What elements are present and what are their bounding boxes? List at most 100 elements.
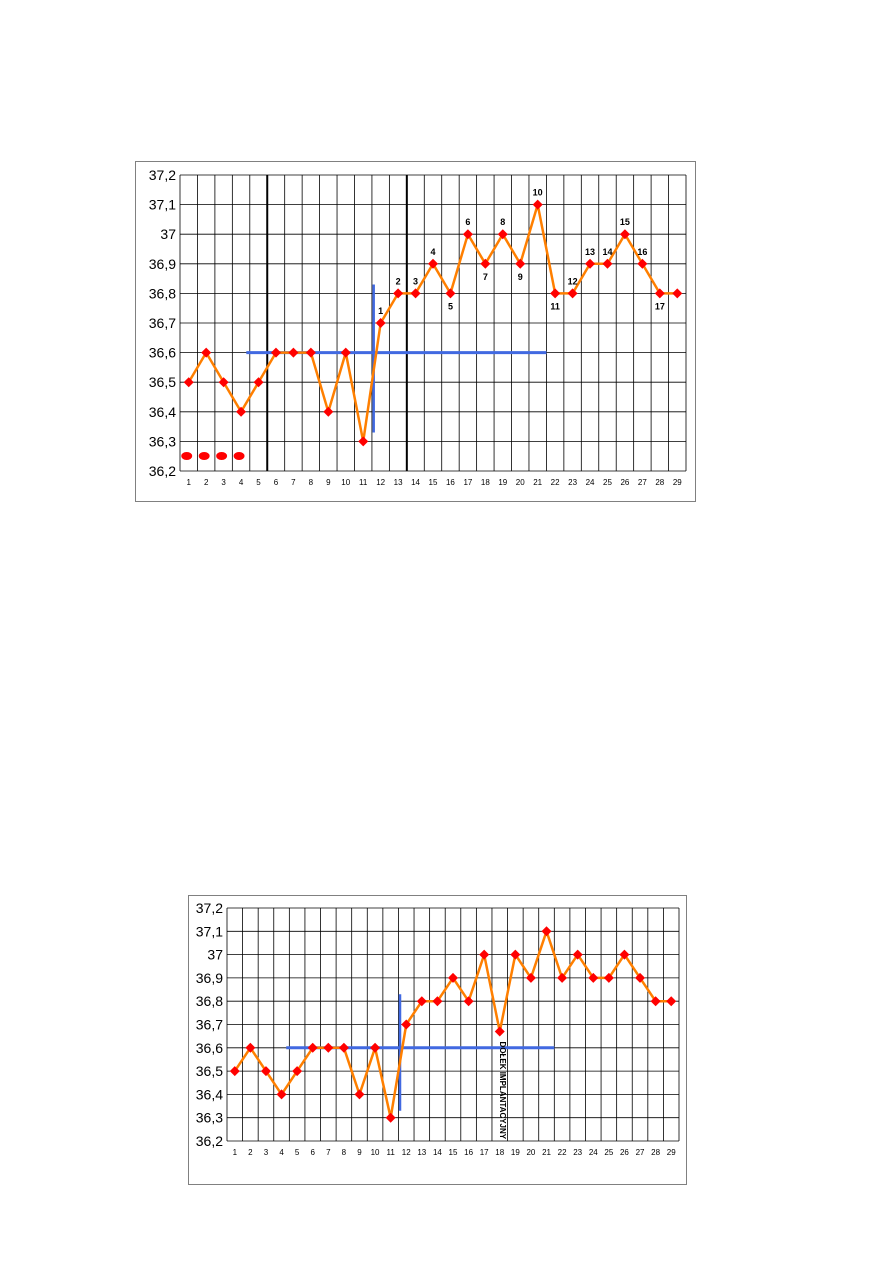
x-tick-label: 17 xyxy=(463,478,472,487)
point-annotation: 3 xyxy=(413,276,418,286)
x-tick-label: 1 xyxy=(186,478,191,487)
data-point xyxy=(385,1112,396,1123)
data-point xyxy=(305,347,316,358)
x-tick-label: 18 xyxy=(495,1148,504,1157)
x-tick-label: 27 xyxy=(636,1148,645,1157)
data-point xyxy=(229,1066,240,1077)
y-tick-label: 37,2 xyxy=(196,900,223,916)
x-tick-label: 4 xyxy=(279,1148,284,1157)
x-tick-label: 3 xyxy=(264,1148,269,1157)
y-tick-label: 36,7 xyxy=(196,1017,223,1033)
y-tick-label: 36,4 xyxy=(149,404,176,420)
data-point xyxy=(588,972,599,983)
x-tick-label: 15 xyxy=(449,1148,458,1157)
x-tick-label: 12 xyxy=(402,1148,411,1157)
data-point xyxy=(672,288,683,299)
point-annotation: 7 xyxy=(483,272,488,282)
x-tick-label: 9 xyxy=(326,478,331,487)
point-annotation: 5 xyxy=(448,301,453,311)
y-tick-label: 36,3 xyxy=(149,433,176,449)
x-tick-label: 18 xyxy=(481,478,490,487)
x-tick-label: 11 xyxy=(386,1148,395,1157)
data-point xyxy=(401,1019,412,1030)
x-tick-label: 22 xyxy=(551,478,560,487)
data-point xyxy=(635,972,646,983)
y-tick-label: 37,1 xyxy=(149,197,176,213)
y-tick-label: 36,8 xyxy=(149,285,176,301)
data-point xyxy=(479,949,490,960)
data-point xyxy=(270,347,281,358)
point-annotation: 2 xyxy=(396,276,401,286)
x-tick-label: 8 xyxy=(309,478,314,487)
x-tick-label: 6 xyxy=(310,1148,315,1157)
data-point xyxy=(201,347,212,358)
x-tick-label: 22 xyxy=(558,1148,567,1157)
x-tick-label: 6 xyxy=(274,478,279,487)
x-tick-label: 27 xyxy=(638,478,647,487)
data-point xyxy=(603,972,614,983)
data-point xyxy=(323,1042,334,1053)
data-point xyxy=(619,229,630,240)
x-tick-label: 20 xyxy=(516,478,525,487)
data-point xyxy=(650,996,661,1007)
y-tick-label: 37 xyxy=(207,947,223,963)
x-tick-label: 25 xyxy=(603,478,612,487)
x-tick-label: 7 xyxy=(291,478,296,487)
y-tick-label: 36,6 xyxy=(149,345,176,361)
data-point xyxy=(637,258,648,269)
y-tick-label: 36,7 xyxy=(149,315,176,331)
x-tick-label: 13 xyxy=(394,478,403,487)
data-point xyxy=(525,972,536,983)
x-tick-label: 7 xyxy=(326,1148,331,1157)
data-point xyxy=(448,972,458,983)
data-point xyxy=(307,1042,318,1053)
data-point xyxy=(375,318,386,328)
point-annotation: 11 xyxy=(550,301,560,311)
bleeding-day-dot xyxy=(233,452,245,460)
bleeding-day-dot xyxy=(198,452,210,460)
data-point xyxy=(619,949,630,960)
data-point xyxy=(585,258,596,269)
data-point xyxy=(567,288,578,299)
data-point xyxy=(236,406,247,417)
x-tick-label: 24 xyxy=(589,1148,598,1157)
y-tick-label: 37,1 xyxy=(196,923,223,939)
data-point xyxy=(666,996,677,1007)
x-tick-label: 5 xyxy=(295,1148,300,1157)
x-tick-label: 2 xyxy=(248,1148,253,1157)
data-point xyxy=(416,996,427,1007)
x-tick-label: 26 xyxy=(620,478,629,487)
data-point xyxy=(463,996,474,1007)
point-annotation: 14 xyxy=(602,247,612,257)
data-point xyxy=(550,288,561,299)
x-tick-label: 10 xyxy=(371,1148,380,1157)
data-point xyxy=(358,436,369,447)
x-tick-label: 25 xyxy=(604,1148,613,1157)
y-tick-label: 36,9 xyxy=(196,970,223,986)
x-tick-label: 28 xyxy=(651,1148,660,1157)
x-tick-label: 19 xyxy=(498,478,507,487)
y-tick-label: 36,5 xyxy=(196,1063,223,1079)
x-tick-label: 29 xyxy=(673,478,682,487)
data-point xyxy=(323,406,334,417)
point-annotation: 9 xyxy=(518,272,523,282)
data-point xyxy=(183,377,194,388)
x-tick-label: 14 xyxy=(411,478,420,487)
point-annotation: 15 xyxy=(620,217,630,227)
implantation-dip-label: DOŁEK IMPLANTACYJNY xyxy=(498,1041,507,1139)
data-point xyxy=(253,377,264,388)
data-point xyxy=(260,1066,271,1077)
x-tick-label: 3 xyxy=(221,478,226,487)
chart-2-frame: 36,2 36,3 36,4 36,5 36,6 36,7 36,8 36,9 37 37,1 37… xyxy=(188,895,687,1185)
chart-1: 36,236,336,436,536,636,736,836,93737,137… xyxy=(149,167,687,487)
x-tick-label: 4 xyxy=(239,478,244,487)
x-tick-label: 29 xyxy=(667,1148,676,1157)
chart-1-frame: 36,2 36,3 36,4 36,5 36,6 36,7 36,8 36,9 37 37,1 37… xyxy=(135,161,696,502)
y-tick-label: 36,9 xyxy=(149,256,176,272)
x-tick-label: 15 xyxy=(429,478,438,487)
data-point xyxy=(497,229,508,240)
x-tick-label: 2 xyxy=(204,478,209,487)
x-tick-label: 11 xyxy=(359,478,368,487)
data-point xyxy=(338,1042,349,1053)
x-tick-label: 20 xyxy=(526,1148,535,1157)
